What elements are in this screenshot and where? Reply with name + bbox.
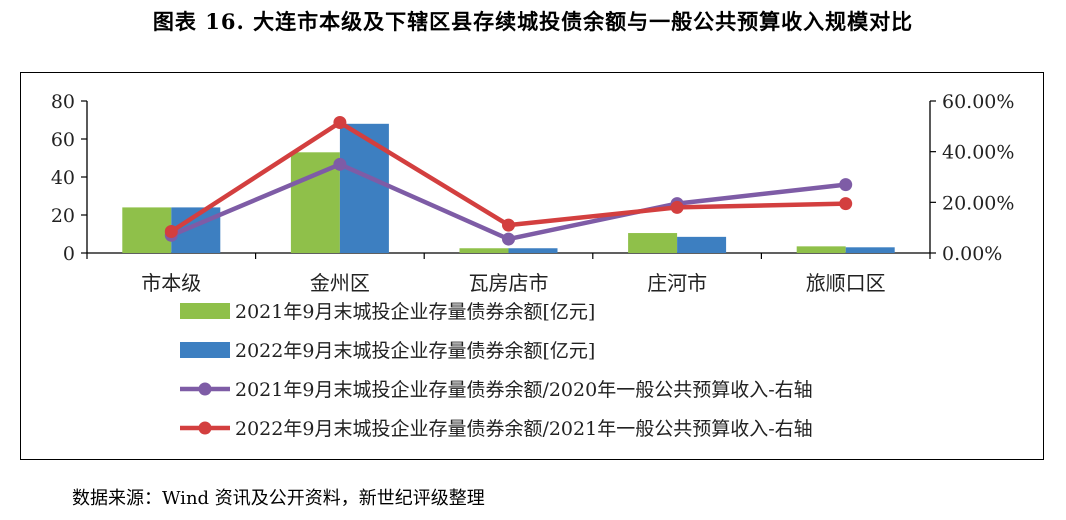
chart-canvas: 0 20 40 60 80 0.00% 20.00% 40.00% 60.00% 市本级 金州区 瓦房… (51, 91, 1015, 440)
legend-swatch-bar (180, 303, 230, 319)
legend-swatch-bar (180, 342, 230, 358)
x-category-label: 市本级 (141, 271, 201, 295)
line-point-1 (839, 178, 853, 192)
bar-2 (508, 248, 558, 253)
y-left-tick-label: 0 (63, 243, 75, 265)
bar-2 (339, 123, 389, 253)
legend-label: 2022年9月末城投企业存量债券余额/2021年一般公共预算收入-右轴 (235, 418, 813, 440)
y-left-tick-label: 80 (51, 91, 75, 113)
x-category-label: 金州区 (310, 271, 370, 295)
line-point-1 (502, 232, 515, 246)
x-category-label: 旅顺口区 (806, 271, 886, 295)
x-category-label: 庄河市 (647, 271, 707, 295)
legend-swatch-marker (198, 382, 212, 396)
legend-label: 2022年9月末城投企业存量债券余额[亿元] (235, 340, 595, 362)
source-note: 数据来源：Wind 资讯及公开资料，新世纪评级整理 (72, 488, 485, 509)
y-right-tick-label: 40.00% (942, 142, 1014, 164)
bar-1 (122, 207, 172, 253)
line-point-2 (839, 197, 853, 211)
bar-2 (677, 236, 727, 253)
y-left-tick-label: 60 (51, 129, 75, 151)
chart-frame (20, 72, 1044, 460)
y-right-tick-label: 0.00% (942, 243, 1002, 265)
y-left-tick-label: 20 (51, 205, 75, 227)
line-series-2 (170, 120, 846, 234)
y-left-tick-label: 40 (51, 167, 75, 189)
line-point-2 (164, 224, 178, 238)
legend-label: 2021年9月末城投企业存量债券余额[亿元] (235, 301, 595, 323)
bar-1 (459, 248, 509, 253)
line-point-1 (333, 157, 347, 171)
y-right-tick-label: 60.00% (942, 91, 1014, 113)
legend-label: 2021年9月末城投企业存量债券余额/2020年一般公共预算收入-右轴 (235, 379, 813, 401)
y-right-tick-label: 20.00% (942, 192, 1014, 214)
legend-swatch-marker (198, 421, 212, 435)
bar-1 (796, 246, 846, 253)
bar-2 (845, 247, 895, 253)
line-point-2 (502, 218, 515, 232)
x-category-label: 瓦房店市 (469, 271, 549, 295)
chart-title: 图表 16. 大连市本级及下辖区县存续城投债余额与一般公共预算收入规模对比 (152, 9, 914, 34)
bar-1 (628, 233, 678, 253)
line-point-2 (333, 116, 347, 130)
line-point-2 (670, 200, 684, 214)
